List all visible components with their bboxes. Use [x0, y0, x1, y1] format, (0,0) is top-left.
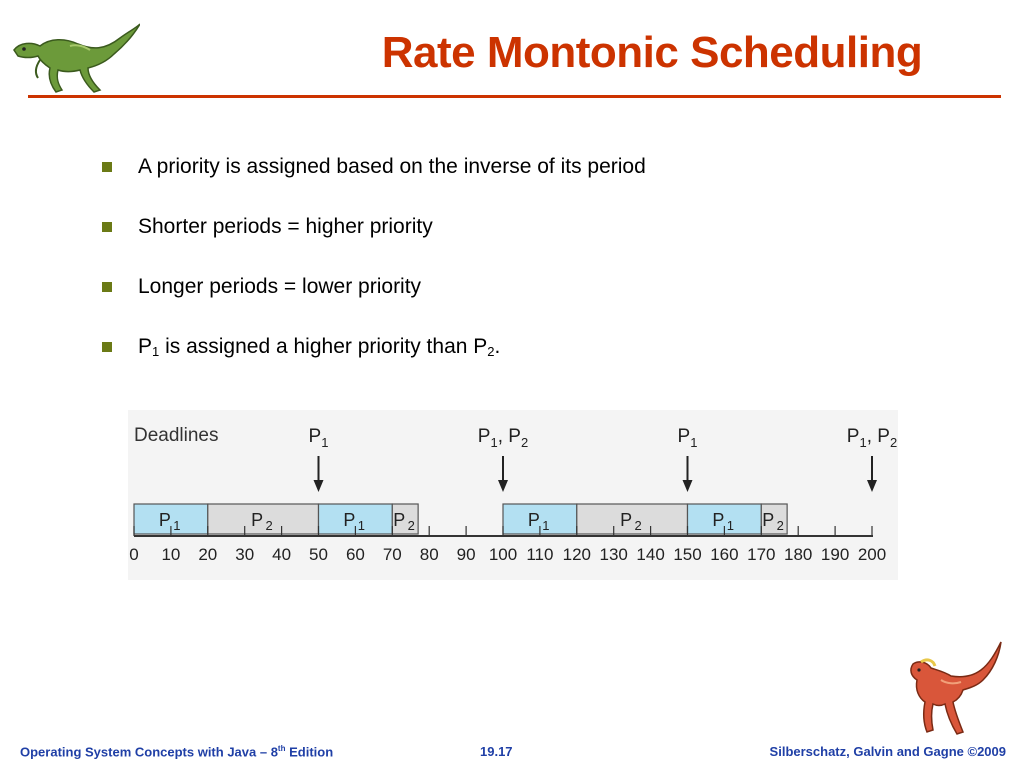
footer-book-title: Operating System Concepts with Java – 8t…: [20, 744, 334, 760]
segment-label: P: [159, 510, 171, 530]
down-arrow-icon: [867, 480, 877, 492]
segment-bar: [391, 503, 419, 535]
square-bullet-icon: [102, 222, 112, 232]
deadline-marker: P1, P2: [847, 426, 897, 492]
segment-label: P: [762, 510, 774, 530]
square-bullet-icon: [102, 282, 112, 292]
segment-label-sub: 2: [408, 518, 415, 533]
square-bullet-icon: [102, 342, 112, 352]
segment-label-sub: 1: [173, 518, 180, 533]
tick-label: 160: [710, 545, 738, 564]
tick-label: 140: [636, 545, 664, 564]
deadline-marker: P1, P2: [478, 426, 528, 492]
tick-label: 110: [526, 545, 553, 564]
segment-label: P: [343, 510, 355, 530]
segment-label: P: [712, 510, 724, 530]
segment-label: P: [251, 510, 263, 530]
deadline-markers: P1 P1, P2 P1 P1, P2: [309, 426, 897, 492]
tick-label: 120: [563, 545, 591, 564]
tick-label: 100: [489, 545, 517, 564]
time-ticks: 0 10 20 30 40 50 60 70 80 90 100 110 120 130 140 150 160…: [129, 526, 886, 564]
bullet-item: A priority is assigned based on the inve…: [100, 150, 646, 210]
segment-label-sub: 1: [727, 518, 734, 533]
tick-label: 180: [784, 545, 812, 564]
footer-slide-number: 19.17: [480, 744, 513, 759]
segment-label-sub: 1: [542, 518, 549, 533]
deadlines-label: Deadlines: [134, 425, 219, 446]
deadline-marker: P1: [678, 426, 698, 492]
square-bullet-icon: [102, 162, 112, 172]
segment-bar: [760, 503, 788, 535]
tick-label: 30: [235, 545, 254, 564]
segment-label: P: [393, 510, 405, 530]
segment-label-sub: 2: [635, 518, 642, 533]
bullet-item: Shorter periods = higher priority: [100, 210, 646, 270]
deadline-label: P1, P2: [847, 426, 897, 450]
tick-label: 0: [129, 545, 138, 564]
tick-label: 20: [198, 545, 217, 564]
tick-label: 200: [858, 545, 886, 564]
tick-label: 190: [821, 545, 849, 564]
tick-label: 40: [272, 545, 291, 564]
bullet-item: Longer periods = lower priority: [100, 270, 646, 330]
tick-label: 80: [420, 545, 439, 564]
deadline-label: P1: [309, 426, 329, 450]
segment-label-sub: 1: [358, 518, 365, 533]
deadline-label: P1: [678, 426, 698, 450]
tick-label: 150: [673, 545, 701, 564]
segment-label-sub: 2: [266, 518, 273, 533]
deadline-label: P1, P2: [478, 426, 528, 450]
segment-label-sub: 2: [777, 518, 784, 533]
diagram-background: [128, 410, 898, 580]
bullet-list: A priority is assigned based on the inve…: [100, 150, 646, 390]
red-dinosaur-icon: [910, 641, 1002, 735]
slide-title: Rate Montonic Scheduling: [381, 28, 923, 77]
tick-label: 170: [747, 545, 775, 564]
down-arrow-icon: [682, 480, 693, 492]
green-dinosaur-icon: [13, 23, 140, 93]
down-arrow-icon: [313, 480, 324, 492]
tick-label: 60: [346, 545, 365, 564]
tick-label: 130: [600, 545, 628, 564]
deadline-marker: P1: [309, 426, 329, 492]
segment-label: P: [528, 510, 540, 530]
footer-copyright: Silberschatz, Galvin and Gagne ©2009: [769, 744, 1006, 759]
tick-label: 50: [309, 545, 328, 564]
tick-label: 10: [161, 545, 180, 564]
segment-label: P: [620, 510, 632, 530]
title-underline: [28, 95, 1001, 98]
bullet-item: P1 is assigned a higher priority than P2…: [100, 330, 646, 390]
segment-bar: [207, 503, 320, 535]
tick-label: 90: [457, 545, 476, 564]
down-arrow-icon: [498, 480, 508, 492]
tick-label: 70: [383, 545, 402, 564]
